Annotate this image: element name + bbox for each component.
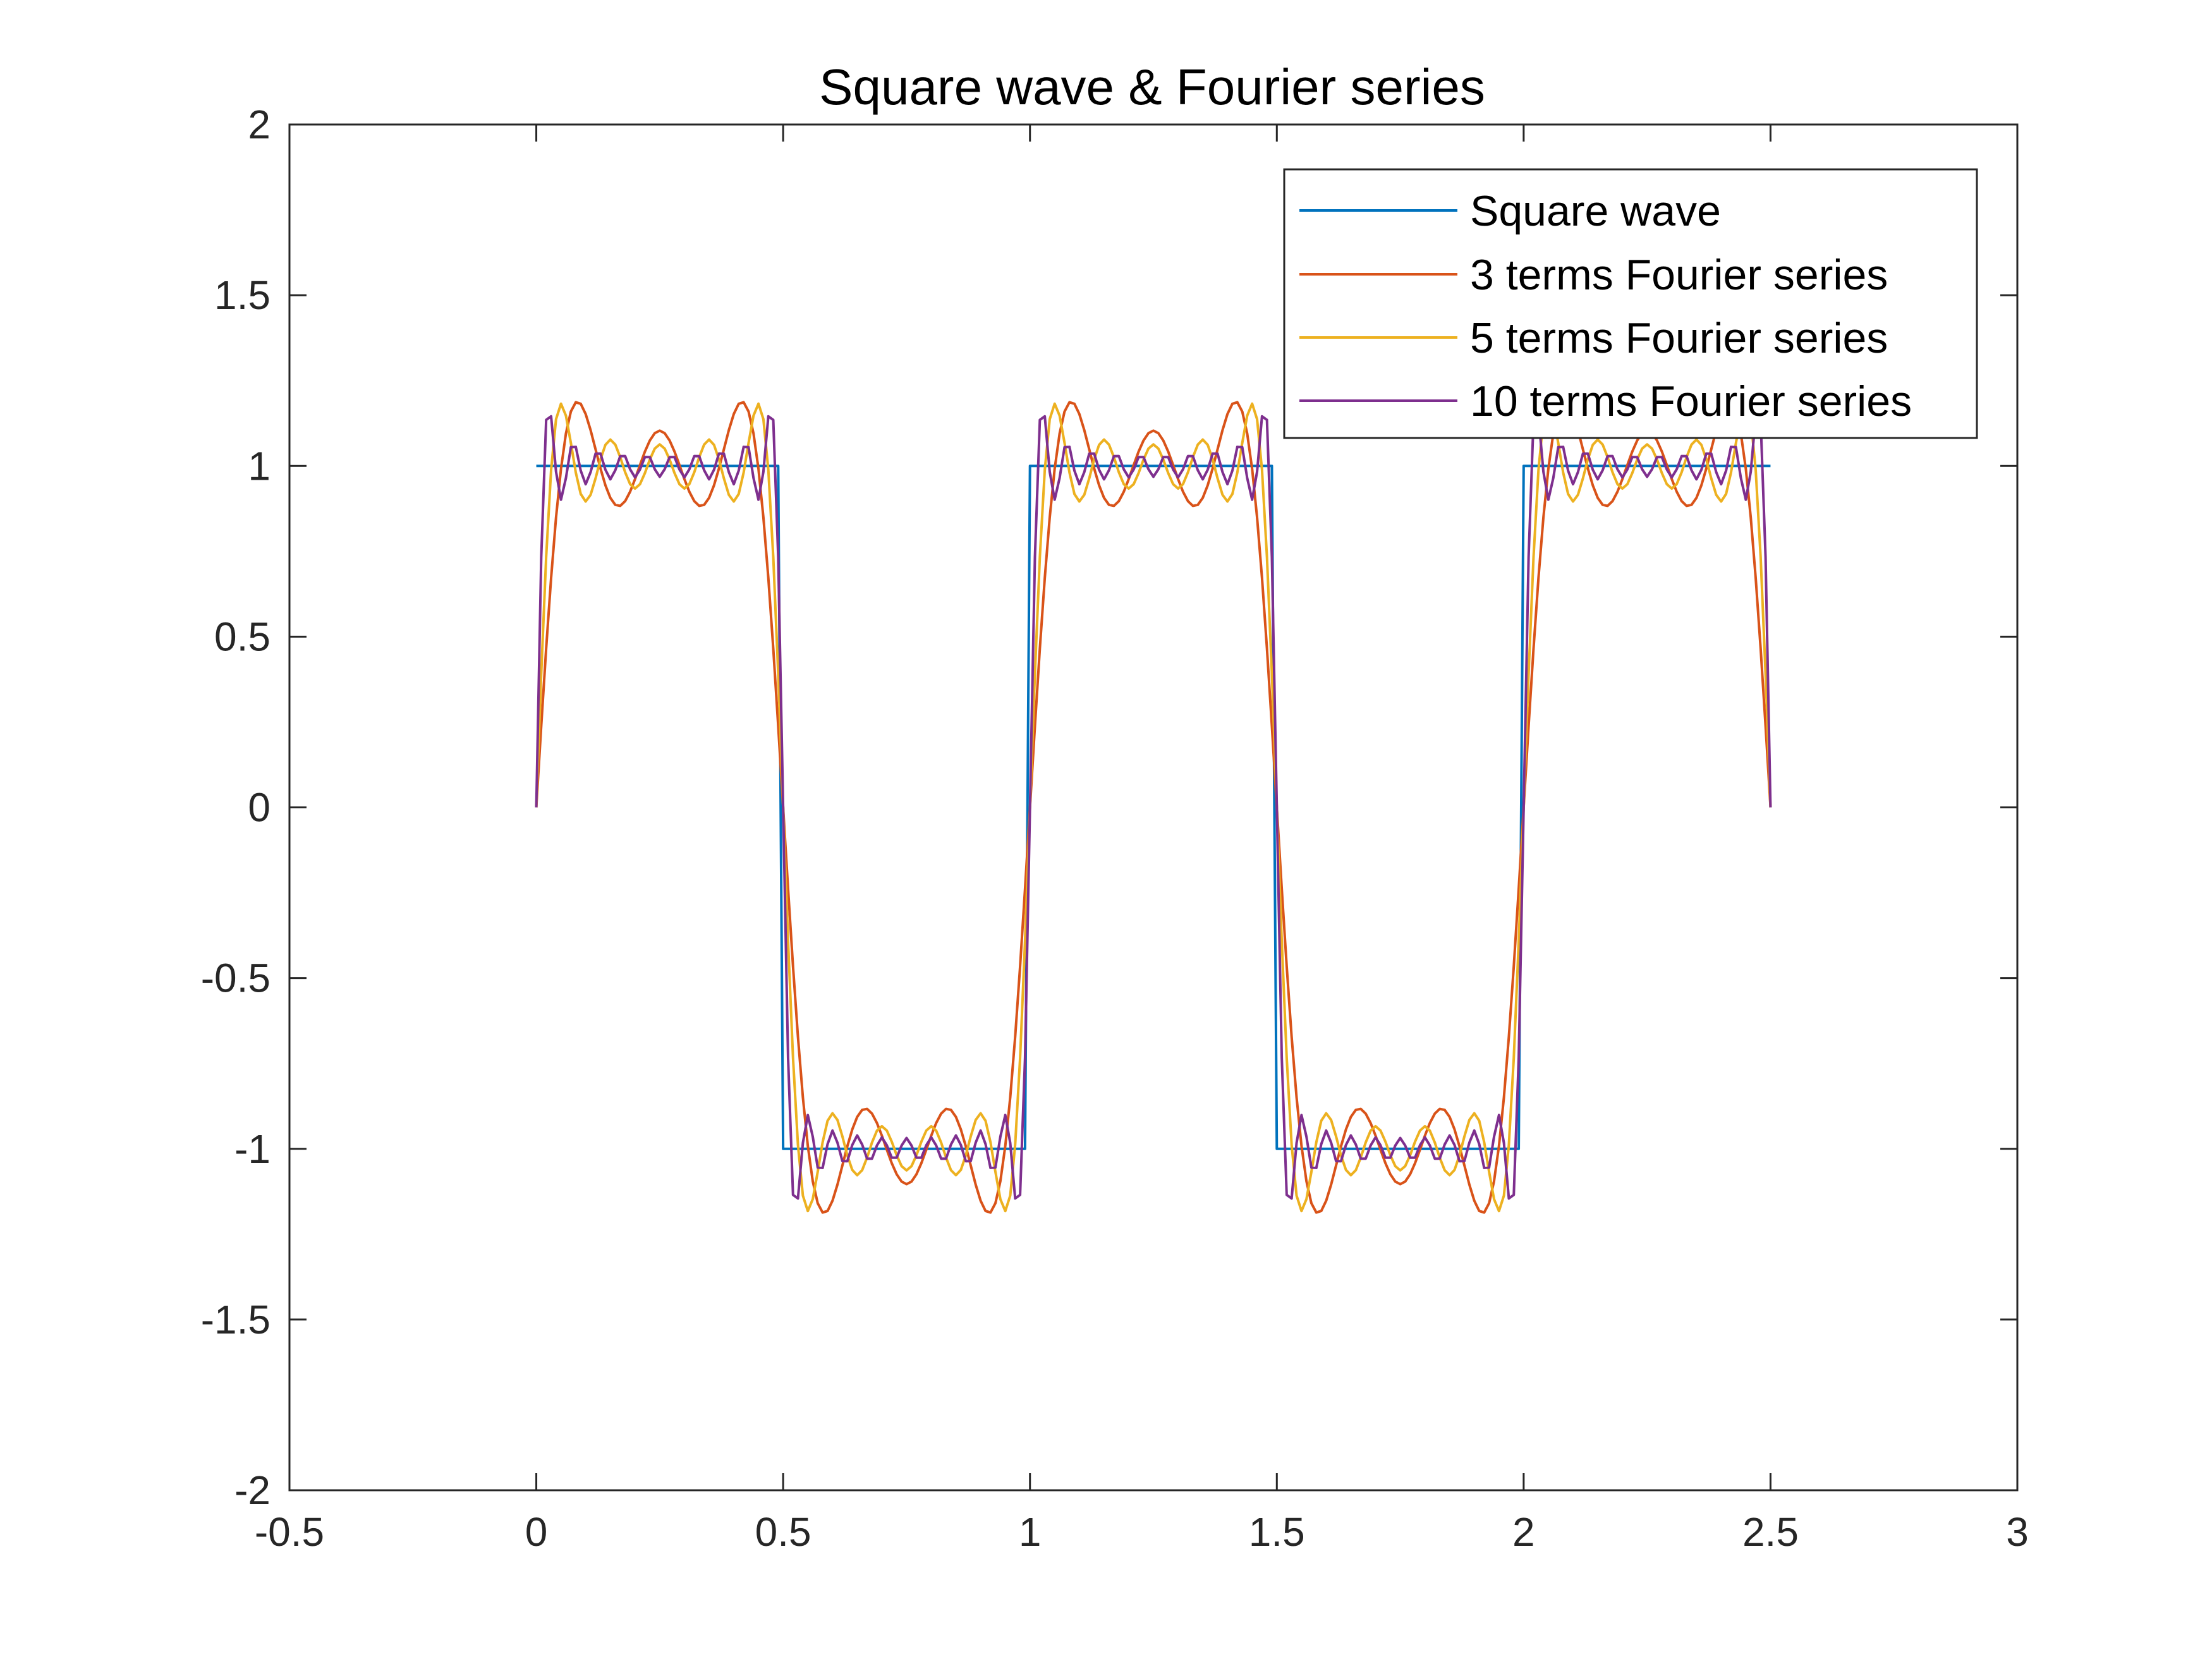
series-line-3 [535,415,1772,1200]
x-tick-label: 3 [2006,1509,2029,1555]
y-tick-label: 1.5 [214,272,270,318]
x-tick-label: 2.5 [1742,1509,1799,1555]
legend-label: 5 terms Fourier series [1470,314,1888,362]
x-axis: -0.5 0 0.5 1 1.5 2 2.5 3 [255,125,2029,1555]
y-tick-label: 0.5 [214,614,270,659]
legend-items: Square wave 3 terms Fourier series 5 terms… [1299,187,1912,425]
x-tick-label: 2 [1512,1509,1535,1555]
x-tick-label: 1 [1019,1509,1042,1555]
series-line-2 [535,402,1772,1213]
x-tick-label: -0.5 [255,1509,324,1555]
x-tick-label: 0 [525,1509,548,1555]
y-axis: -2 -1.5 -1 -0.5 0 0.5 1 1.5 2 [201,102,2017,1513]
legend-label: 3 terms Fourier series [1470,251,1888,299]
y-tick-label: -0.5 [201,956,270,1001]
y-tick-label: -2 [234,1468,270,1513]
legend-label: 10 terms Fourier series [1470,377,1912,425]
y-tick-label: 0 [248,785,270,830]
x-tick-label: 0.5 [755,1509,811,1555]
y-tick-label: -1.5 [201,1297,270,1342]
legend-box [1283,168,1978,439]
legend: Square wave 3 terms Fourier series 5 terms… [1283,168,1978,439]
y-tick-label: -1 [234,1126,270,1172]
legend-label: Square wave [1470,187,1721,235]
x-tick-label: 1.5 [1249,1509,1305,1555]
chart-title: Square wave & Fourier series [819,59,1485,115]
y-tick-label: 2 [248,102,270,147]
y-tick-label: 1 [248,443,270,489]
series-line-0 [536,465,1771,1150]
